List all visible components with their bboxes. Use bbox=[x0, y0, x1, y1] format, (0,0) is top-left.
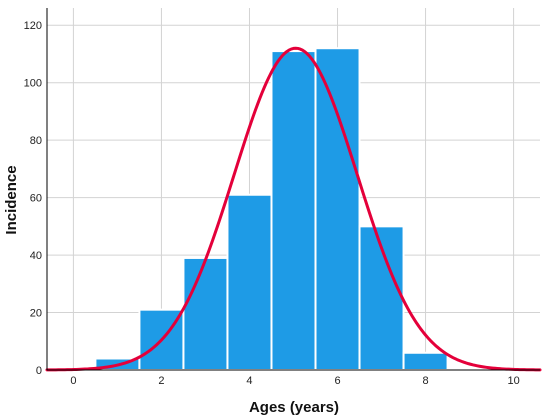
bars-layer bbox=[94, 47, 449, 372]
x-tick-label: 8 bbox=[422, 375, 428, 387]
histogram-bar bbox=[402, 351, 449, 371]
histogram-bar bbox=[270, 50, 317, 371]
x-tick-label: 6 bbox=[334, 375, 340, 387]
y-tick-label: 40 bbox=[30, 250, 42, 262]
histogram-bar bbox=[182, 256, 229, 372]
y-axis-title: Incidence bbox=[3, 165, 20, 234]
curve-layer bbox=[45, 46, 542, 372]
normal-curve bbox=[45, 46, 542, 372]
x-tick-label: 4 bbox=[246, 375, 252, 387]
x-tick-label: 0 bbox=[70, 375, 76, 387]
histogram-bar bbox=[314, 47, 361, 371]
y-tick-label: 80 bbox=[30, 135, 42, 147]
y-tick-label: 60 bbox=[30, 193, 42, 205]
y-tick-label: 20 bbox=[30, 308, 42, 320]
y-tick-label: 100 bbox=[24, 78, 42, 90]
x-tick-label: 2 bbox=[158, 375, 164, 387]
y-tick-label: 120 bbox=[24, 20, 42, 32]
x-axis-title: Ages (years) bbox=[249, 399, 339, 416]
histogram-bar bbox=[226, 193, 273, 371]
axis-layer bbox=[46, 8, 540, 371]
y-tick-label: 0 bbox=[36, 365, 42, 377]
x-tick-label: 10 bbox=[507, 375, 519, 387]
